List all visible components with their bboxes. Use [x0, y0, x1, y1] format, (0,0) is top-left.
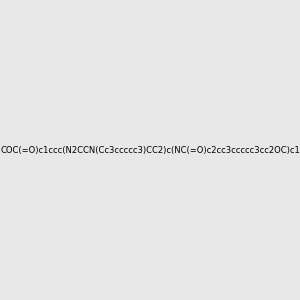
Text: COC(=O)c1ccc(N2CCN(Cc3ccccc3)CC2)c(NC(=O)c2cc3ccccc3cc2OC)c1: COC(=O)c1ccc(N2CCN(Cc3ccccc3)CC2)c(NC(=O…	[0, 146, 300, 154]
